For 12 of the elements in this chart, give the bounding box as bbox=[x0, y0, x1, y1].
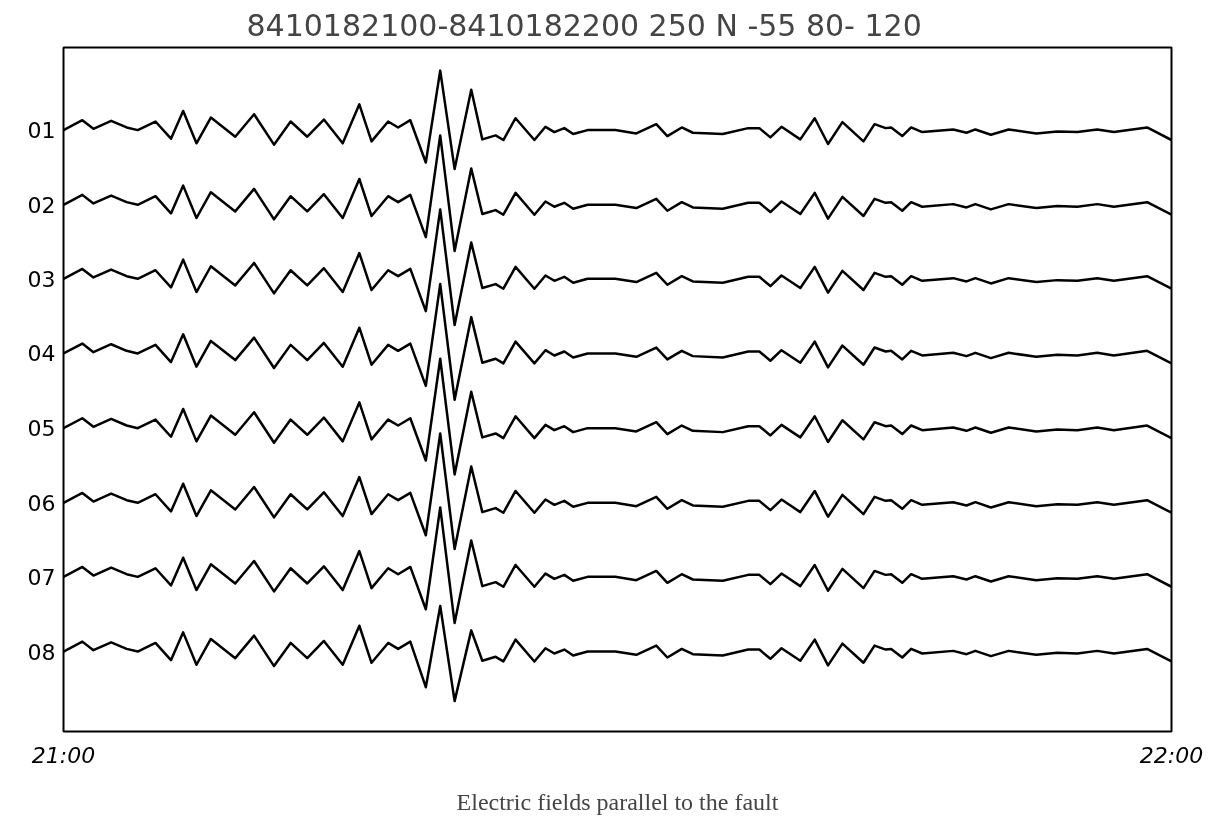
x-tick-label: 21:00 bbox=[31, 742, 96, 768]
chart-title: 8410182100-8410182200 250 N -55 80- 120 bbox=[246, 7, 922, 43]
x-axis-title: Electric fields parallel to the fault bbox=[456, 788, 779, 815]
series-label: 03 bbox=[27, 266, 56, 292]
series-label: 08 bbox=[27, 639, 56, 665]
series-label: 01 bbox=[27, 118, 56, 144]
series-label: 05 bbox=[27, 416, 56, 442]
x-tick-label: 22:00 bbox=[1139, 742, 1204, 768]
series-label: 02 bbox=[27, 192, 56, 218]
series-label: 04 bbox=[27, 341, 56, 367]
series-label: 06 bbox=[27, 490, 56, 516]
series-label: 07 bbox=[27, 564, 56, 590]
